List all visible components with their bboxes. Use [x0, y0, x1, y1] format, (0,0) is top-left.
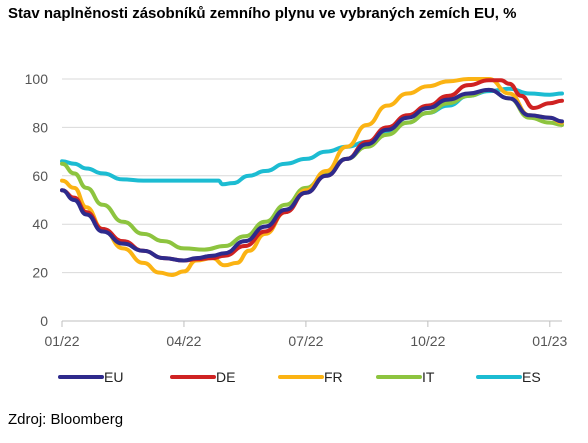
series-line-it: [60, 87, 564, 252]
y-tick-label: 20: [32, 265, 48, 281]
x-tick-label: 07/22: [288, 333, 323, 349]
y-tick-label: 40: [32, 216, 48, 232]
grid-layer: [62, 78, 562, 322]
series-line-fr: [60, 77, 564, 277]
chart-title: Stav naplněnosti zásobníků zemního plynu…: [8, 5, 517, 22]
source-note: Zdroj: Bloomberg: [8, 411, 124, 428]
legend-label-es: ES: [522, 369, 541, 385]
series-line-eu: [60, 87, 564, 263]
legend-label-it: IT: [422, 369, 435, 385]
series-line-es: [60, 86, 564, 187]
x-tick-label: 01/23: [532, 333, 567, 349]
y-tick-label: 0: [40, 313, 48, 329]
y-axis-ticks: 0 20 40 60 80 100: [25, 71, 49, 329]
x-tick-label: 10/22: [410, 333, 445, 349]
series-layer: [60, 77, 564, 277]
x-tick-label: 04/22: [166, 333, 201, 349]
y-tick-label: 60: [32, 168, 48, 184]
legend: EU DE FR IT ES: [58, 369, 541, 385]
x-tick-label: 01/22: [44, 333, 79, 349]
x-axis-ticks: 01/22 04/22 07/22 10/22 01/23: [44, 321, 568, 349]
legend-label-fr: FR: [324, 369, 343, 385]
legend-label-eu: EU: [104, 369, 123, 385]
y-tick-label: 100: [25, 71, 49, 87]
y-tick-label: 80: [32, 119, 48, 135]
legend-label-de: DE: [216, 369, 235, 385]
